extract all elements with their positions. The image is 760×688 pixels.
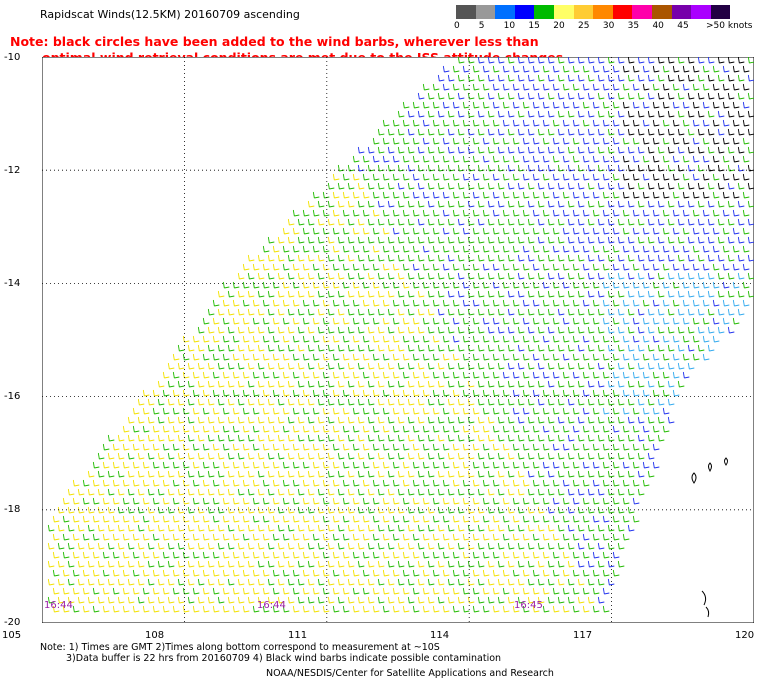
legend-swatch (495, 5, 515, 19)
lat-label-20: -20 (4, 617, 21, 628)
lat-label-18: -18 (4, 504, 21, 515)
lon-label-114: 114 (430, 630, 450, 641)
legend-swatch (514, 5, 535, 19)
legend-swatch (475, 5, 496, 19)
lon-label-105: 105 (2, 630, 22, 641)
legend-swatch (456, 5, 476, 19)
legend-swatch (632, 5, 652, 19)
wind-barb-group (47, 173, 595, 613)
footnote-line1: Note: 1) Times are GMT 2)Times along bot… (40, 642, 440, 653)
map-frame (41, 56, 755, 624)
legend-swatch (710, 5, 731, 19)
grid-lines (42, 57, 754, 623)
legend-label: 40 (652, 21, 664, 31)
wind-barb-group (47, 56, 755, 613)
lon-label-120: 120 (735, 630, 755, 641)
lon-label-111: 111 (288, 630, 308, 641)
wind-barb-map (41, 56, 755, 624)
legend-label: 20 (553, 21, 565, 31)
legend-swatch (593, 5, 613, 19)
legend-label: 35 (627, 21, 640, 31)
lat-label-14: -14 (4, 278, 21, 289)
wind-barb-group (357, 56, 755, 604)
legend-unit: >50 knots (706, 21, 753, 31)
legend-label: 0 (454, 21, 460, 31)
legend-labels: 0 5 10 15 20 25 30 35 40 45 >50 knots (454, 21, 753, 33)
legend-swatch (691, 5, 711, 19)
footnote-line2: 3)Data buffer is 22 hrs from 20160709 4)… (66, 653, 502, 664)
legend-swatch (573, 5, 594, 19)
wind-barb-map-canvas (41, 56, 755, 624)
legend-swatches (456, 5, 731, 19)
map-title: Rapidscat Winds(12.5KM) 20160709 ascendi… (40, 8, 300, 21)
wind-barb-group (602, 272, 750, 415)
legend-swatch (553, 5, 574, 19)
legend-swatch (651, 5, 672, 19)
credit-line: NOAA/NESDIS/Center for Satellite Applica… (266, 668, 554, 679)
wind-speed-legend: 0 5 10 15 20 25 30 35 40 45 >50 knots (454, 5, 753, 33)
lat-label-16: -16 (4, 391, 21, 402)
lon-label-117: 117 (573, 630, 593, 641)
lat-label-12: -12 (4, 165, 21, 176)
legend-label: 30 (602, 21, 615, 31)
legend-label: 5 (478, 21, 485, 31)
legend-label: 15 (528, 21, 540, 31)
legend-label: 25 (578, 21, 590, 31)
legend-label: 10 (503, 21, 516, 31)
time-label: 16:44 (44, 600, 73, 611)
lon-label-108: 108 (145, 630, 165, 641)
legend-swatch (671, 5, 692, 19)
wind-barb-group (622, 56, 755, 199)
legend-label: 45 (677, 21, 689, 31)
legend-swatch (534, 5, 554, 19)
lat-label-10: -10 (4, 52, 21, 63)
time-label: 16:44 (257, 600, 286, 611)
coastline (691, 457, 728, 618)
time-label: 16:45 (514, 600, 543, 611)
wind-barbs (47, 56, 755, 613)
legend-swatch (612, 5, 633, 19)
warning-note-line1: Note: black circles have been added to t… (10, 34, 539, 49)
